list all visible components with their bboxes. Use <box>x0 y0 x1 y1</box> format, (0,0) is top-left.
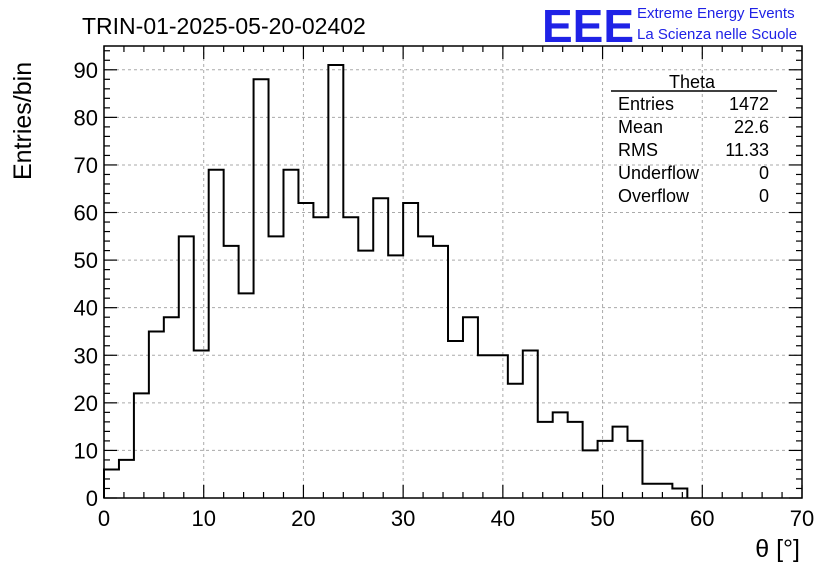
tick-labels: 0 10 20 30 40 50 60 70 0 10 20 30 40 50 60 70 80 90 <box>74 58 815 531</box>
histogram-bin <box>433 246 448 498</box>
histogram-bin <box>194 351 209 498</box>
x-tick-label: 0 <box>98 506 110 531</box>
histogram-bin <box>628 441 643 498</box>
plot-frame <box>103 45 803 499</box>
stats-underflow-value: 0 <box>759 163 769 183</box>
histogram-bin <box>164 317 179 498</box>
logo-line-1: Extreme Energy Events <box>637 5 795 22</box>
x-tick-label: 60 <box>690 506 714 531</box>
histogram-bin <box>642 484 657 498</box>
histogram-bin <box>568 422 583 498</box>
stats-underflow-label: Underflow <box>618 163 700 183</box>
histogram-bins <box>104 65 687 498</box>
y-tick-label: 20 <box>74 391 98 416</box>
histogram-bin <box>358 251 373 498</box>
stats-overflow-label: Overflow <box>618 186 690 206</box>
histogram-bin <box>104 469 119 498</box>
histogram-bin <box>553 412 568 498</box>
histogram-bin <box>448 341 463 498</box>
histogram-bin <box>478 355 493 498</box>
stats-rms-label: RMS <box>618 140 658 160</box>
stats-entries-value: 1472 <box>729 94 769 114</box>
x-tick-label: 70 <box>790 506 814 531</box>
x-axis-title: θ [°] <box>755 535 800 563</box>
histogram-bin <box>672 488 687 498</box>
stats-title: Theta <box>669 72 716 92</box>
histogram-bin <box>343 217 358 498</box>
histogram-bin <box>523 351 538 498</box>
histogram-bin <box>239 293 254 498</box>
y-tick-label: 70 <box>74 153 98 178</box>
histogram-bin <box>269 236 284 498</box>
histogram-bin <box>403 203 418 498</box>
logo-mark: EEE <box>542 0 634 52</box>
stats-overflow-value: 0 <box>759 186 769 206</box>
histogram-bin <box>613 427 628 498</box>
grid <box>104 46 802 498</box>
x-tick-label: 30 <box>391 506 415 531</box>
histogram-bin <box>254 79 269 498</box>
histogram-bin <box>209 170 224 498</box>
x-tick-label: 40 <box>491 506 515 531</box>
y-tick-label: 80 <box>74 105 98 130</box>
histogram-bin <box>598 441 613 498</box>
y-tick-label: 30 <box>74 343 98 368</box>
histogram-bin <box>493 355 508 498</box>
y-tick-label: 50 <box>74 248 98 273</box>
x-tick-label: 50 <box>590 506 614 531</box>
histogram-bin <box>388 255 403 498</box>
logo-line-2: La Scienza nelle Scuole <box>637 26 797 43</box>
histogram-bin <box>508 384 523 498</box>
histogram-bin <box>538 422 553 498</box>
stats-entries-label: Entries <box>618 94 674 114</box>
histogram-bin <box>283 170 298 498</box>
histogram-bin <box>298 203 313 498</box>
stats-box: Theta Entries 1472 Mean 22.6 RMS 11.33 U… <box>611 72 777 206</box>
histogram-bin <box>328 65 343 498</box>
histogram-bin <box>583 450 598 498</box>
axis-ticks <box>103 46 803 499</box>
histogram-bin <box>149 331 164 498</box>
histogram-bin <box>134 393 149 498</box>
y-tick-label: 10 <box>74 438 98 463</box>
y-tick-label: 90 <box>74 58 98 83</box>
y-tick-label: 40 <box>74 296 98 321</box>
histogram-bin <box>179 236 194 498</box>
x-tick-label: 10 <box>191 506 215 531</box>
y-tick-label: 0 <box>86 486 98 511</box>
stats-mean-value: 22.6 <box>734 117 769 137</box>
histogram-bin <box>657 484 672 498</box>
y-axis-title: Entries/bin <box>9 62 37 180</box>
histogram-bin <box>224 246 239 498</box>
histogram-bin <box>119 460 134 498</box>
stats-mean-label: Mean <box>618 117 663 137</box>
eee-logo: EEE Extreme Energy Events La Scienza nel… <box>542 0 797 52</box>
histogram-bin <box>418 236 433 498</box>
histogram-bin <box>313 217 328 498</box>
chart-title: TRIN-01-2025-05-20-02402 <box>82 13 366 39</box>
histogram-outline <box>103 64 689 498</box>
stats-rms-value: 11.33 <box>725 140 769 160</box>
histogram-bin <box>373 198 388 498</box>
x-tick-label: 20 <box>291 506 315 531</box>
histogram-bin <box>463 317 478 498</box>
y-tick-label: 60 <box>74 201 98 226</box>
